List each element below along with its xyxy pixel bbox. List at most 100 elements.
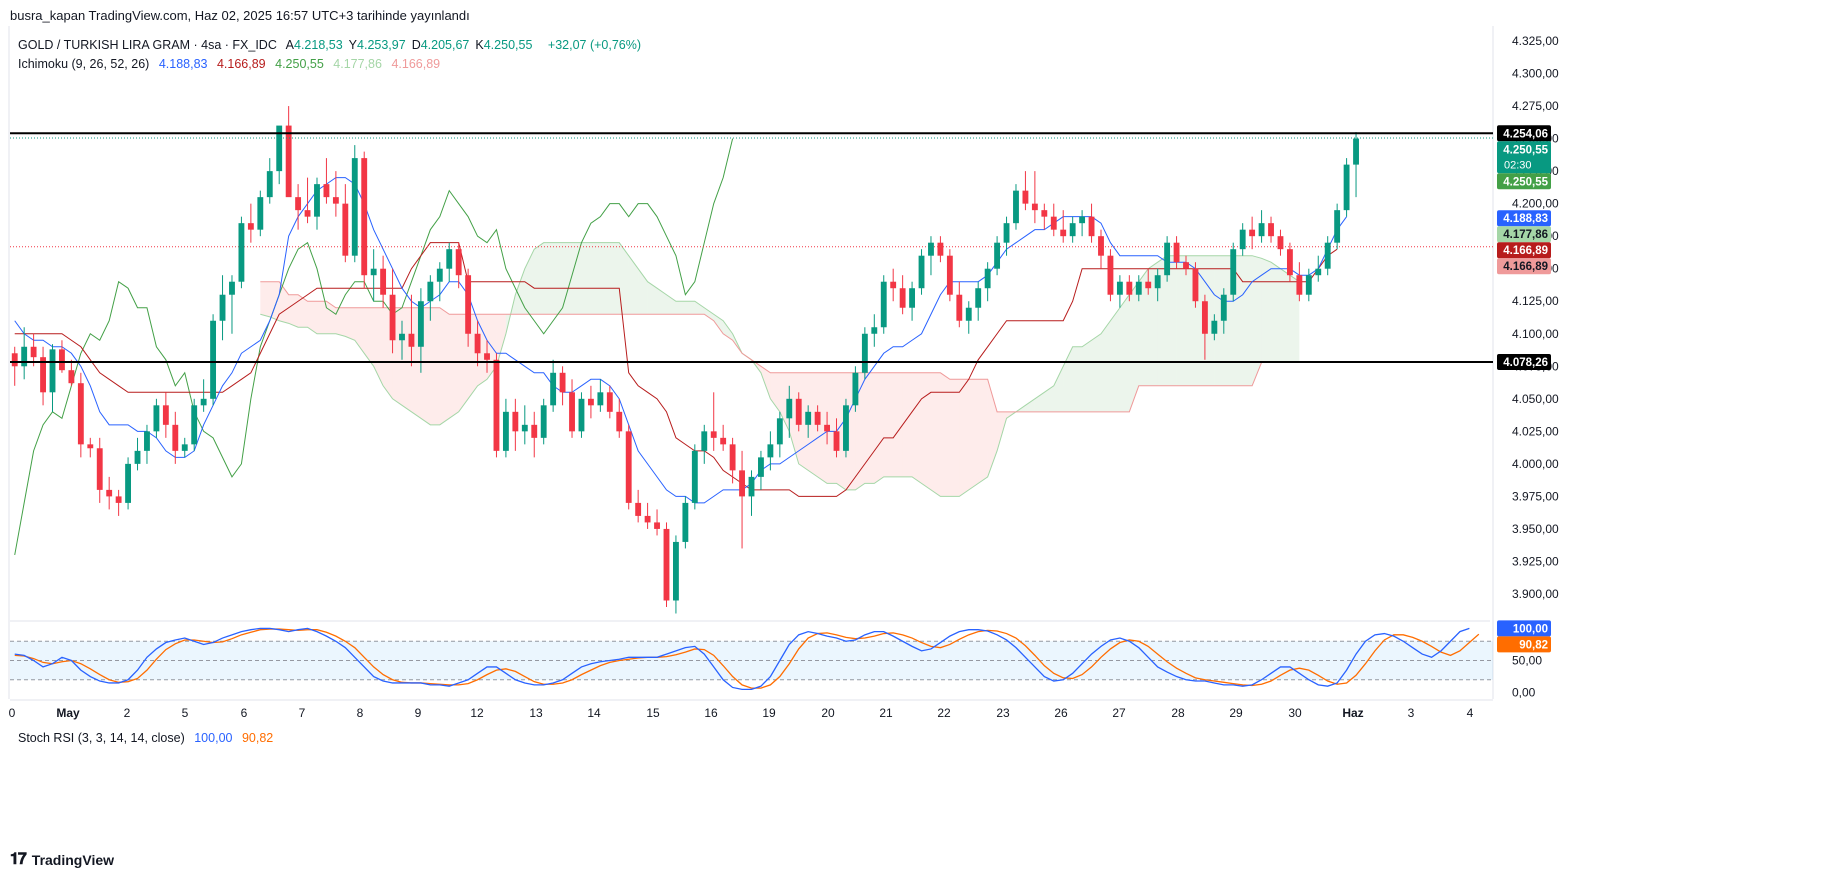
cloud-segment bbox=[572, 242, 582, 315]
candle-body bbox=[597, 392, 604, 406]
price-label-box bbox=[1497, 353, 1551, 370]
cloud-segment bbox=[335, 307, 346, 337]
price-tick-label: 4.000,00 bbox=[1512, 457, 1559, 471]
candle-body bbox=[1050, 216, 1057, 230]
cloud-segment bbox=[685, 301, 695, 315]
cloud-segment bbox=[723, 320, 733, 341]
ichimoku-label: Ichimoku (9, 26, 52, 26) bbox=[18, 57, 150, 71]
price-tick-label: 3.900,00 bbox=[1512, 587, 1559, 601]
candle-body bbox=[1079, 216, 1086, 224]
candle-body bbox=[739, 470, 745, 497]
cloud-segment bbox=[345, 307, 355, 341]
candle-body bbox=[172, 424, 179, 451]
candle-body bbox=[134, 450, 141, 464]
candle-body bbox=[691, 450, 698, 503]
cloud-segment bbox=[1148, 262, 1158, 386]
cloud-segment bbox=[638, 268, 648, 315]
ichimoku-kijun: 4.166,89 bbox=[216, 57, 266, 71]
candle-body bbox=[106, 489, 113, 497]
cloud-segment bbox=[770, 372, 780, 412]
candle-body bbox=[606, 392, 613, 412]
candle-body bbox=[994, 242, 1001, 269]
cloud-segment bbox=[562, 242, 573, 315]
stoch-tick-label: 0,00 bbox=[1512, 686, 1536, 700]
candle-body bbox=[304, 210, 311, 217]
cloud-segment bbox=[647, 281, 658, 315]
cloud-segment bbox=[836, 372, 846, 490]
cloud-segment bbox=[1034, 392, 1045, 412]
candle-body bbox=[569, 392, 575, 432]
candle-body bbox=[512, 411, 519, 432]
cloud-segment bbox=[373, 307, 384, 386]
candle-body bbox=[975, 288, 982, 308]
time-tick-label: 28 bbox=[1171, 706, 1185, 720]
ohlc-value-D: 4.205,67 bbox=[420, 38, 470, 52]
candle-body bbox=[1031, 203, 1038, 211]
cloud-segment bbox=[1138, 268, 1149, 386]
cloud-segment bbox=[940, 372, 950, 497]
candle-body bbox=[295, 197, 302, 211]
cloud-segment bbox=[1119, 294, 1130, 412]
cloud-segment bbox=[402, 307, 412, 412]
candle-body bbox=[1173, 242, 1180, 263]
price-tick-label: 4.025,00 bbox=[1512, 424, 1559, 438]
candle-body bbox=[361, 158, 368, 276]
candle-body bbox=[890, 281, 897, 289]
time-tick-label: Haz bbox=[1342, 706, 1363, 720]
price-tick-label: 4.050,00 bbox=[1512, 392, 1559, 406]
candle-body bbox=[1154, 275, 1161, 289]
time-tick-label: 27 bbox=[1112, 706, 1126, 720]
stoch-d-line bbox=[14, 628, 1480, 689]
candle-body bbox=[408, 333, 415, 347]
price-label-text: 4.166,89 bbox=[1503, 245, 1548, 257]
candle-body bbox=[370, 268, 377, 276]
candle-body bbox=[701, 431, 708, 451]
candle-body bbox=[1353, 138, 1359, 165]
price-label-box bbox=[1497, 226, 1551, 243]
cloud-segment bbox=[666, 294, 676, 315]
cloud-segment bbox=[930, 372, 941, 497]
cloud-segment bbox=[1100, 320, 1111, 412]
price-tick-label: 4.100,00 bbox=[1512, 327, 1559, 341]
candle-body bbox=[77, 383, 84, 445]
price-label-text: 4.166,89 bbox=[1503, 261, 1548, 273]
candle-body bbox=[1088, 216, 1095, 237]
price-tick-label: 3.975,00 bbox=[1512, 489, 1559, 503]
cloud-segment bbox=[1289, 275, 1300, 363]
cloud-segment bbox=[439, 307, 450, 425]
cloud-segment bbox=[316, 301, 327, 334]
time-tick-label: 30 bbox=[1288, 706, 1302, 720]
ichimoku-span-b: 4.166,89 bbox=[391, 57, 441, 71]
time-tick-label: 22 bbox=[937, 706, 951, 720]
candle-body bbox=[1239, 229, 1246, 250]
candle-body bbox=[871, 327, 878, 334]
candle-body bbox=[729, 444, 736, 471]
cloud-segment bbox=[543, 242, 554, 315]
candle-body bbox=[502, 411, 509, 451]
cloud-segment bbox=[827, 372, 837, 484]
cloud-segment bbox=[307, 301, 317, 334]
candle-body bbox=[1145, 281, 1152, 289]
candle-body bbox=[219, 294, 226, 321]
cloud-segment bbox=[600, 242, 610, 315]
candle-body bbox=[229, 281, 235, 295]
candle-body bbox=[909, 288, 916, 308]
cloud-segment bbox=[260, 281, 270, 317]
candle-body bbox=[49, 349, 56, 393]
cloud-segment bbox=[1204, 255, 1215, 386]
candle-body bbox=[144, 431, 150, 451]
candle-body bbox=[1230, 249, 1237, 295]
cloud-segment bbox=[893, 372, 903, 477]
candle-body bbox=[181, 444, 188, 451]
candle-body bbox=[1211, 320, 1218, 334]
tradingview-logo-icon: 𝟏𝟕 bbox=[10, 851, 27, 868]
price-label-box bbox=[1497, 210, 1551, 227]
time-tick-label: 9 bbox=[415, 706, 422, 720]
candle-body bbox=[710, 431, 717, 438]
cloud-segment bbox=[902, 372, 913, 477]
time-tick-label: 8 bbox=[357, 706, 364, 720]
candle-body bbox=[1249, 229, 1256, 237]
cloud-segment bbox=[912, 372, 922, 484]
candle-body bbox=[474, 333, 481, 354]
